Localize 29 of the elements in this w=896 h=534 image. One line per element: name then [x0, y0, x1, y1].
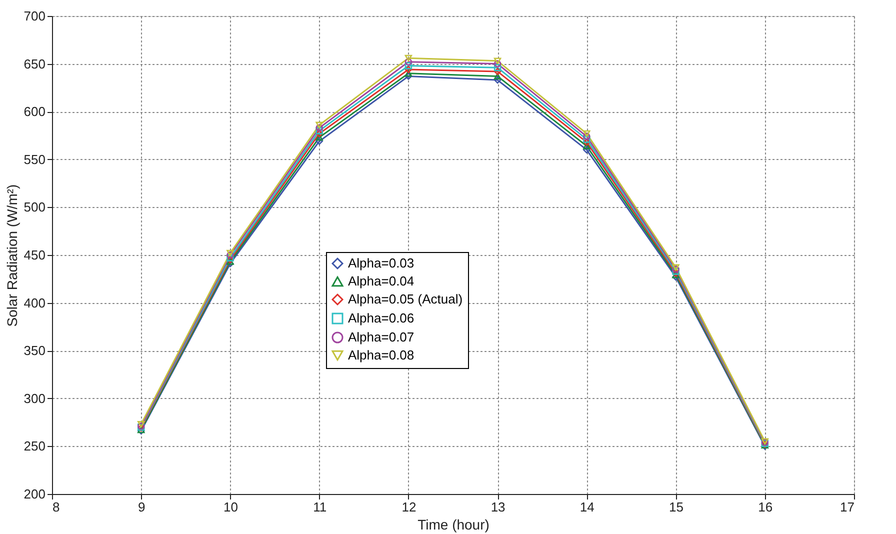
- legend-label: Alpha=0.08: [348, 348, 414, 362]
- y-tick-label: 250: [24, 438, 46, 454]
- legend-label: Alpha=0.07: [348, 330, 414, 344]
- y-tick-label: 550: [24, 152, 46, 167]
- x-tick-label: 13: [490, 500, 506, 514]
- y-tick-label: 600: [24, 104, 46, 120]
- y-tick-label: 400: [24, 295, 46, 310]
- x-tick-label: 11: [313, 500, 327, 514]
- legend-label: Alpha=0.04: [348, 274, 414, 288]
- legend-label: Alpha=0.03: [348, 256, 414, 270]
- y-tick-label: 450: [24, 248, 46, 262]
- y-tick-label: 300: [24, 390, 46, 406]
- x-tick-label: 12: [402, 500, 416, 514]
- legend-label: Alpha=0.05 (Actual): [348, 292, 463, 306]
- y-tick-label: 650: [24, 56, 46, 72]
- y-tick-label: 700: [24, 8, 46, 24]
- x-tick-label: 10: [223, 500, 238, 514]
- y-axis-title: Solar Radiation (W/m²): [4, 184, 20, 327]
- x-tick-label: 14: [580, 500, 594, 514]
- x-tick-label: 15: [669, 500, 684, 514]
- x-tick-label: 17: [840, 500, 854, 514]
- y-tick-label: 350: [24, 343, 46, 358]
- x-axis-title: Time (hour): [418, 516, 490, 532]
- y-tick-label: 500: [24, 200, 46, 215]
- legend-label: Alpha=0.06: [348, 310, 414, 326]
- y-tick-label: 200: [24, 486, 46, 502]
- x-tick-label: 16: [758, 500, 773, 514]
- x-tick-label: 8: [52, 500, 60, 514]
- x-tick-label: 9: [138, 500, 146, 514]
